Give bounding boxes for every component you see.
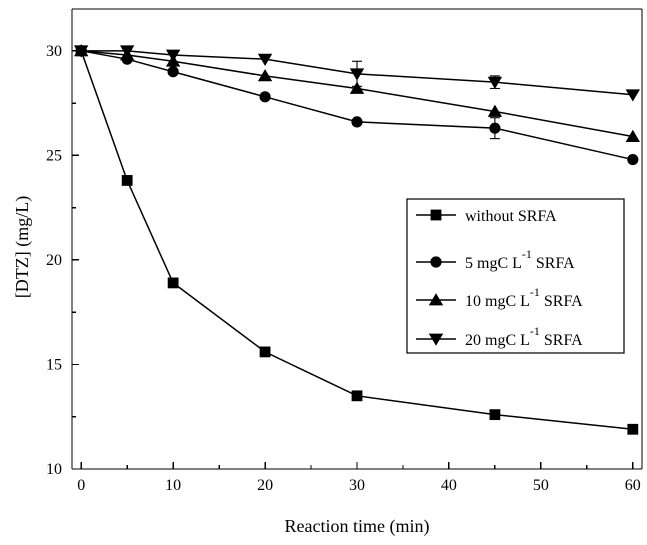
x-tick-label: 0	[77, 477, 85, 494]
series-point	[487, 76, 503, 89]
legend-label-main-text: 20 mgC L	[465, 332, 530, 349]
legend-label-main-text: 10 mgC L	[465, 293, 530, 310]
legend-label: 20 mgC L-1 SRFA	[465, 324, 583, 349]
legend-marker	[430, 256, 442, 268]
y-tick-label: 10	[46, 461, 62, 478]
series-group	[73, 45, 641, 102]
series-point	[167, 66, 179, 78]
legend-label-superscript: -1	[522, 247, 532, 261]
series-layer	[73, 44, 641, 435]
legend-marker	[428, 333, 444, 346]
legend-label-main-text: 5 mgC L	[465, 255, 522, 272]
series-point	[627, 153, 639, 166]
series-point	[489, 122, 501, 134]
series-point	[625, 89, 641, 102]
legend-label-suffix: SRFA	[532, 255, 575, 272]
series-point	[625, 129, 641, 142]
x-tick-label: 60	[625, 477, 641, 494]
legend-label-suffix: SRFA	[540, 332, 583, 349]
series-point	[627, 423, 639, 435]
series-point	[349, 68, 365, 81]
legend-item	[416, 256, 456, 268]
y-tick-label: 30	[46, 43, 62, 60]
legend-label: without SRFA	[465, 208, 557, 225]
series-point	[489, 409, 501, 421]
legend-box	[406, 198, 625, 354]
legend-label: 10 mgC L-1 SRFA	[465, 285, 583, 310]
axes-layer: 0 10 20 30 40 50 60 10 15 20 25 30	[46, 8, 643, 494]
y-tick-label: 15	[46, 356, 62, 373]
series-point	[487, 104, 503, 117]
series-point	[119, 45, 135, 58]
legend-item	[416, 293, 456, 306]
y-axis-title: [DTZ] (mg/L)	[12, 196, 33, 298]
x-tick-label: 20	[257, 477, 273, 494]
legend-item	[416, 209, 456, 221]
series-point	[259, 91, 271, 103]
legend-item	[416, 333, 456, 346]
y-tick-label: 25	[46, 147, 62, 164]
legend-label-superscript: -1	[530, 285, 540, 299]
legend-marker	[430, 209, 442, 221]
x-tick-label: 50	[533, 477, 549, 494]
series-point	[351, 116, 363, 128]
legend-marker	[428, 293, 444, 306]
legend-label-main-text: without SRFA	[465, 208, 557, 225]
series-point	[351, 390, 363, 402]
y-tick-label: 20	[46, 252, 62, 269]
series-point	[257, 69, 273, 82]
x-axis-title: Reaction time (min)	[285, 516, 430, 537]
x-tick-label: 30	[349, 477, 365, 494]
series-point	[73, 45, 89, 58]
series-point	[167, 277, 179, 289]
series-point	[121, 175, 133, 186]
series-point	[349, 81, 365, 94]
series-point	[257, 53, 273, 66]
legend-label-suffix: SRFA	[540, 293, 583, 310]
series-point	[259, 346, 271, 358]
legend-label-superscript: -1	[530, 324, 540, 338]
legend-label: 5 mgC L-1 SRFA	[465, 247, 575, 272]
x-tick-label: 40	[441, 477, 457, 494]
series-point	[165, 49, 181, 62]
x-tick-label: 10	[165, 477, 181, 494]
